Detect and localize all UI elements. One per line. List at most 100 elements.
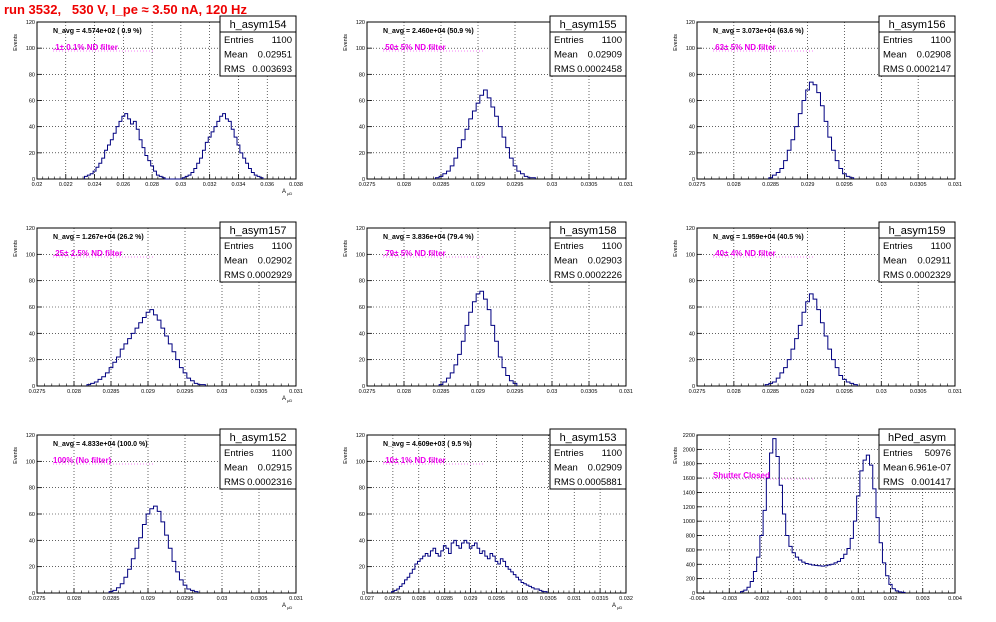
histogram-series xyxy=(108,505,199,593)
y-tick-label: 0 xyxy=(362,591,365,597)
stats-title: hPed_asym xyxy=(888,432,946,444)
x-tick-label: 0.0295 xyxy=(177,389,194,395)
x-tick-label: 0.0295 xyxy=(836,389,853,395)
y-tick-label: 600 xyxy=(686,548,695,554)
stats-label: Mean xyxy=(224,463,248,474)
stats-title: h_asym159 xyxy=(889,225,946,237)
x-tick-label: 0.028 xyxy=(727,389,741,395)
filter-annotation: .25± 2.5% ND filter xyxy=(53,249,122,258)
x-tick-label: 0.0295 xyxy=(488,596,505,602)
y-tick-label: 80 xyxy=(29,486,35,492)
x-tick-label: 0.028 xyxy=(397,182,411,188)
x-tick-label: 0.028 xyxy=(412,596,426,602)
x-tick-label: 0.0285 xyxy=(433,182,450,188)
stats-label: Entries xyxy=(224,241,254,252)
x-tick-label: -0.003 xyxy=(721,596,737,602)
x-tick-label: 0.0295 xyxy=(836,182,853,188)
x-tick-label: 0.026 xyxy=(116,182,130,188)
y-tick-label: 80 xyxy=(29,72,35,78)
x-tick-label: 0.029 xyxy=(801,182,815,188)
x-tick-label: 0.024 xyxy=(88,182,102,188)
x-tick-label: 0.0305 xyxy=(581,182,598,188)
stats-label: RMS xyxy=(554,477,575,488)
x-tick-label: 0.03 xyxy=(547,182,558,188)
stats-value: 1100 xyxy=(602,241,622,252)
x-axis-label: A μD xyxy=(282,603,292,610)
x-tick-label: 0.0285 xyxy=(762,182,779,188)
y-tick-label: 120 xyxy=(26,226,35,232)
y-tick-label: 20 xyxy=(29,358,35,364)
y-tick-label: 200 xyxy=(686,577,695,583)
stats-title: h_asym157 xyxy=(230,225,287,237)
y-tick-label: 80 xyxy=(689,279,695,285)
x-tick-label: 0.038 xyxy=(289,182,303,188)
x-tick-label: 0.031 xyxy=(619,389,633,395)
y-tick-label: 2000 xyxy=(683,447,695,453)
stats-value: 1100 xyxy=(931,241,951,252)
y-tick-label: 40 xyxy=(29,538,35,544)
y-axis-label: Events xyxy=(13,34,19,51)
stats-label: Entries xyxy=(224,448,254,459)
stats-label: Mean xyxy=(883,50,907,61)
y-axis-label: Events xyxy=(673,240,679,257)
y-tick-label: 20 xyxy=(29,151,35,157)
x-axis-label: A μD xyxy=(612,603,622,610)
x-tick-label: 0.0295 xyxy=(177,596,194,602)
stats-value: 0.001417 xyxy=(911,477,951,488)
y-tick-label: 0 xyxy=(692,177,695,183)
histogram-panel: 0.0275 0.028 0.0285 0.029 0.0295 0.03 0.0305 0.… xyxy=(343,15,633,188)
histogram-panel: -0.004 -0.003 -0.002 -0.001 0 0.001 0.002 0.003… xyxy=(673,428,962,602)
histogram-panel: 0.0275 0.028 0.0285 0.029 0.0295 0.03 0.0305 0.… xyxy=(673,221,962,395)
x-tick-label: 0.028 xyxy=(145,182,159,188)
stats-label: RMS xyxy=(224,64,245,75)
stats-label: Entries xyxy=(883,448,913,459)
histogram-panel: 0.0275 0.028 0.0285 0.029 0.0295 0.03 0.0305 0.… xyxy=(13,428,303,610)
stats-label: Entries xyxy=(554,35,584,46)
y-tick-label: 60 xyxy=(359,99,365,105)
x-tick-label: 0.032 xyxy=(203,182,217,188)
y-tick-label: 120 xyxy=(356,433,365,439)
y-tick-label: 40 xyxy=(359,125,365,131)
x-tick-label: 0.0275 xyxy=(384,596,401,602)
y-tick-label: 20 xyxy=(689,151,695,157)
filter-annotation: .63± 5% ND filter xyxy=(713,43,776,52)
x-tick-label: 0.03 xyxy=(217,596,228,602)
x-tick-label: 0.02 xyxy=(32,182,43,188)
x-tick-label: 0.031 xyxy=(619,182,633,188)
x-tick-label: 0.029 xyxy=(141,596,155,602)
y-tick-label: 0 xyxy=(32,177,35,183)
stats-box xyxy=(878,428,956,490)
y-tick-label: 20 xyxy=(359,151,365,157)
y-tick-label: 80 xyxy=(359,72,365,78)
stats-value: 1100 xyxy=(272,448,292,459)
filter-annotation: .79± 5% ND filter xyxy=(383,249,446,258)
stats-label: Mean xyxy=(883,463,907,474)
x-tick-label: 0.004 xyxy=(948,596,962,602)
y-tick-label: 60 xyxy=(689,305,695,311)
histogram-series xyxy=(438,290,518,386)
stats-value: 0.02902 xyxy=(258,256,292,267)
x-tick-label: 0.0275 xyxy=(29,389,46,395)
stats-value: 0.02909 xyxy=(588,463,622,474)
x-tick-label: 0.0315 xyxy=(592,596,609,602)
stats-value: 1100 xyxy=(272,241,292,252)
stats-value: 1100 xyxy=(602,35,622,46)
page-title: run 3532, 530 V, I_pe ≈ 3.50 nA, 120 Hz xyxy=(4,2,247,17)
y-tick-label: 120 xyxy=(356,226,365,232)
x-tick-label: 0.0295 xyxy=(507,389,524,395)
y-tick-label: 40 xyxy=(359,538,365,544)
x-tick-label: 0.031 xyxy=(948,182,962,188)
y-tick-label: 1000 xyxy=(683,519,695,525)
histogram-series xyxy=(740,438,906,593)
stats-label: RMS xyxy=(224,270,245,281)
y-tick-label: 80 xyxy=(359,279,365,285)
y-tick-label: 100 xyxy=(26,459,35,465)
stats-box xyxy=(878,15,956,77)
x-tick-label: 0.0285 xyxy=(433,389,450,395)
y-tick-label: 120 xyxy=(26,433,35,439)
x-tick-label: 0.032 xyxy=(619,596,633,602)
y-tick-label: 40 xyxy=(689,331,695,337)
stats-value: 0.0002226 xyxy=(577,270,622,281)
y-tick-label: 40 xyxy=(689,125,695,131)
y-tick-label: 20 xyxy=(689,358,695,364)
